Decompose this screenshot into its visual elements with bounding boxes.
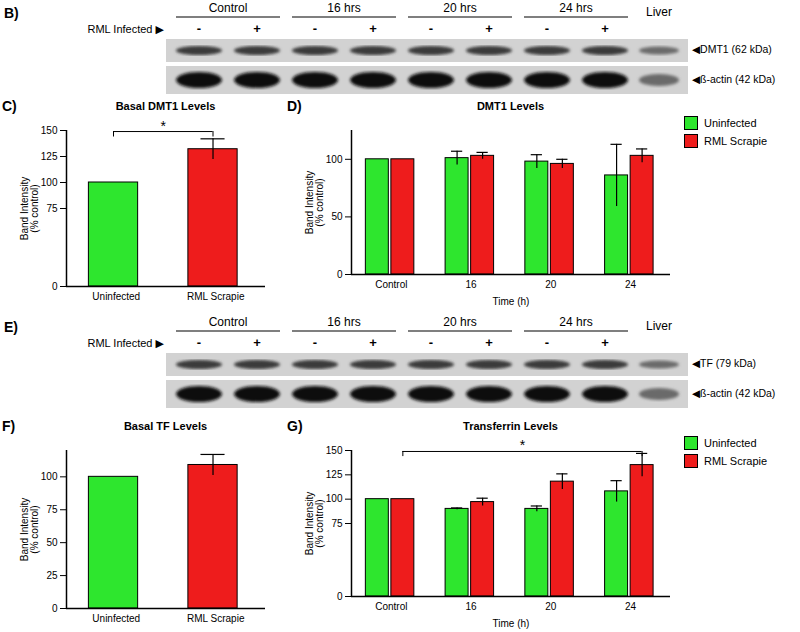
svg-text:50: 50 (331, 211, 343, 222)
svg-text:75: 75 (46, 504, 58, 515)
svg-text:-: - (197, 335, 201, 350)
svg-text:RML Scrapie: RML Scrapie (187, 613, 245, 624)
svg-text:0: 0 (52, 281, 58, 292)
svg-text:-: - (197, 21, 201, 36)
svg-text:100: 100 (41, 471, 58, 482)
svg-text:25: 25 (46, 570, 58, 581)
svg-text:Band Intensity(% control): Band Intensity(% control) (19, 177, 40, 240)
svg-text:RML Scrapie: RML Scrapie (187, 291, 245, 302)
svg-text:0: 0 (337, 269, 343, 280)
svg-text:RML Infected ▶: RML Infected ▶ (87, 337, 164, 349)
html-text:C): C) (2, 98, 17, 114)
svg-text:-: - (545, 335, 549, 350)
svg-text:100: 100 (326, 493, 343, 504)
svg-text:24 hrs: 24 hrs (559, 1, 592, 15)
svg-text:◀TF (79 kDa): ◀TF (79 kDa) (692, 357, 756, 369)
html-text:G): G) (287, 418, 303, 434)
svg-text:75: 75 (331, 518, 343, 529)
svg-text:-: - (545, 21, 549, 36)
svg-text:0: 0 (337, 591, 343, 602)
svg-text:20: 20 (545, 279, 557, 290)
svg-text:24: 24 (625, 279, 637, 290)
svg-text:125: 125 (41, 151, 58, 162)
svg-text:16: 16 (466, 279, 478, 290)
svg-text:Band Intensity(% control): Band Intensity(% control) (19, 498, 40, 561)
html-text:Transferrin Levels: Transferrin Levels (463, 420, 558, 432)
svg-text:+: + (601, 335, 609, 350)
html-text:F): F) (2, 418, 16, 434)
svg-text:*: * (161, 118, 167, 134)
svg-text:Liver: Liver (646, 5, 672, 19)
svg-text:Control: Control (209, 1, 248, 15)
svg-text:+: + (485, 21, 493, 36)
svg-text:16: 16 (466, 601, 478, 612)
svg-text:-: - (429, 21, 433, 36)
svg-text:150: 150 (326, 445, 343, 456)
html-text:Basal DMT1 Levels: Basal DMT1 Levels (115, 100, 216, 112)
svg-text:+: + (253, 21, 261, 36)
svg-text:+: + (369, 21, 377, 36)
svg-text:Control: Control (209, 315, 248, 329)
svg-text:◀DMT1 (62 kDa): ◀DMT1 (62 kDa) (692, 43, 772, 55)
svg-text:Liver: Liver (646, 319, 672, 333)
html-text:RML Scrapie: RML Scrapie (704, 135, 768, 147)
svg-text:-: - (313, 335, 317, 350)
svg-text:Time (h): Time (h) (493, 618, 530, 629)
svg-text:Control: Control (375, 601, 407, 612)
svg-text:◀ß-actin (42 kDa): ◀ß-actin (42 kDa) (692, 73, 775, 85)
svg-text:20: 20 (545, 601, 557, 612)
html-text:Uninfected: Uninfected (704, 117, 757, 129)
svg-text:Uninfected: Uninfected (92, 613, 140, 624)
svg-text:Time (h): Time (h) (493, 296, 530, 307)
svg-text:100: 100 (41, 177, 58, 188)
svg-text:*: * (520, 437, 526, 453)
svg-text:125: 125 (326, 469, 343, 480)
html-text:Uninfected: Uninfected (704, 437, 757, 449)
svg-text:16 hrs: 16 hrs (327, 1, 360, 15)
svg-text:+: + (601, 21, 609, 36)
svg-text:16 hrs: 16 hrs (327, 315, 360, 329)
svg-text:150: 150 (41, 125, 58, 136)
html-text:D): D) (287, 98, 302, 114)
svg-text:Band Intensity(% control): Band Intensity(% control) (304, 492, 325, 555)
svg-text:100: 100 (326, 154, 343, 165)
svg-text:RML Infected ▶: RML Infected ▶ (87, 23, 164, 35)
svg-text:0: 0 (52, 603, 58, 614)
svg-text:+: + (253, 335, 261, 350)
svg-text:B): B) (4, 5, 19, 21)
svg-text:E): E) (4, 319, 18, 335)
html-text:Basal TF Levels: Basal TF Levels (123, 420, 208, 432)
svg-text:24 hrs: 24 hrs (559, 315, 592, 329)
svg-text:24: 24 (625, 601, 637, 612)
svg-text:Uninfected: Uninfected (92, 291, 140, 302)
svg-text:+: + (485, 335, 493, 350)
svg-text:◀ß-actin (42 kDa): ◀ß-actin (42 kDa) (692, 387, 775, 399)
html-text:RML Scrapie: RML Scrapie (704, 455, 768, 467)
html-text:DMT1 Levels: DMT1 Levels (476, 100, 545, 112)
svg-text:75: 75 (46, 203, 58, 214)
svg-text:20 hrs: 20 hrs (443, 1, 476, 15)
svg-text:-: - (429, 335, 433, 350)
svg-text:Band Intensity(% control): Band Intensity(% control) (304, 171, 325, 234)
svg-text:+: + (369, 335, 377, 350)
svg-text:-: - (313, 21, 317, 36)
svg-text:Control: Control (375, 279, 407, 290)
svg-text:20 hrs: 20 hrs (443, 315, 476, 329)
svg-text:50: 50 (46, 537, 58, 548)
